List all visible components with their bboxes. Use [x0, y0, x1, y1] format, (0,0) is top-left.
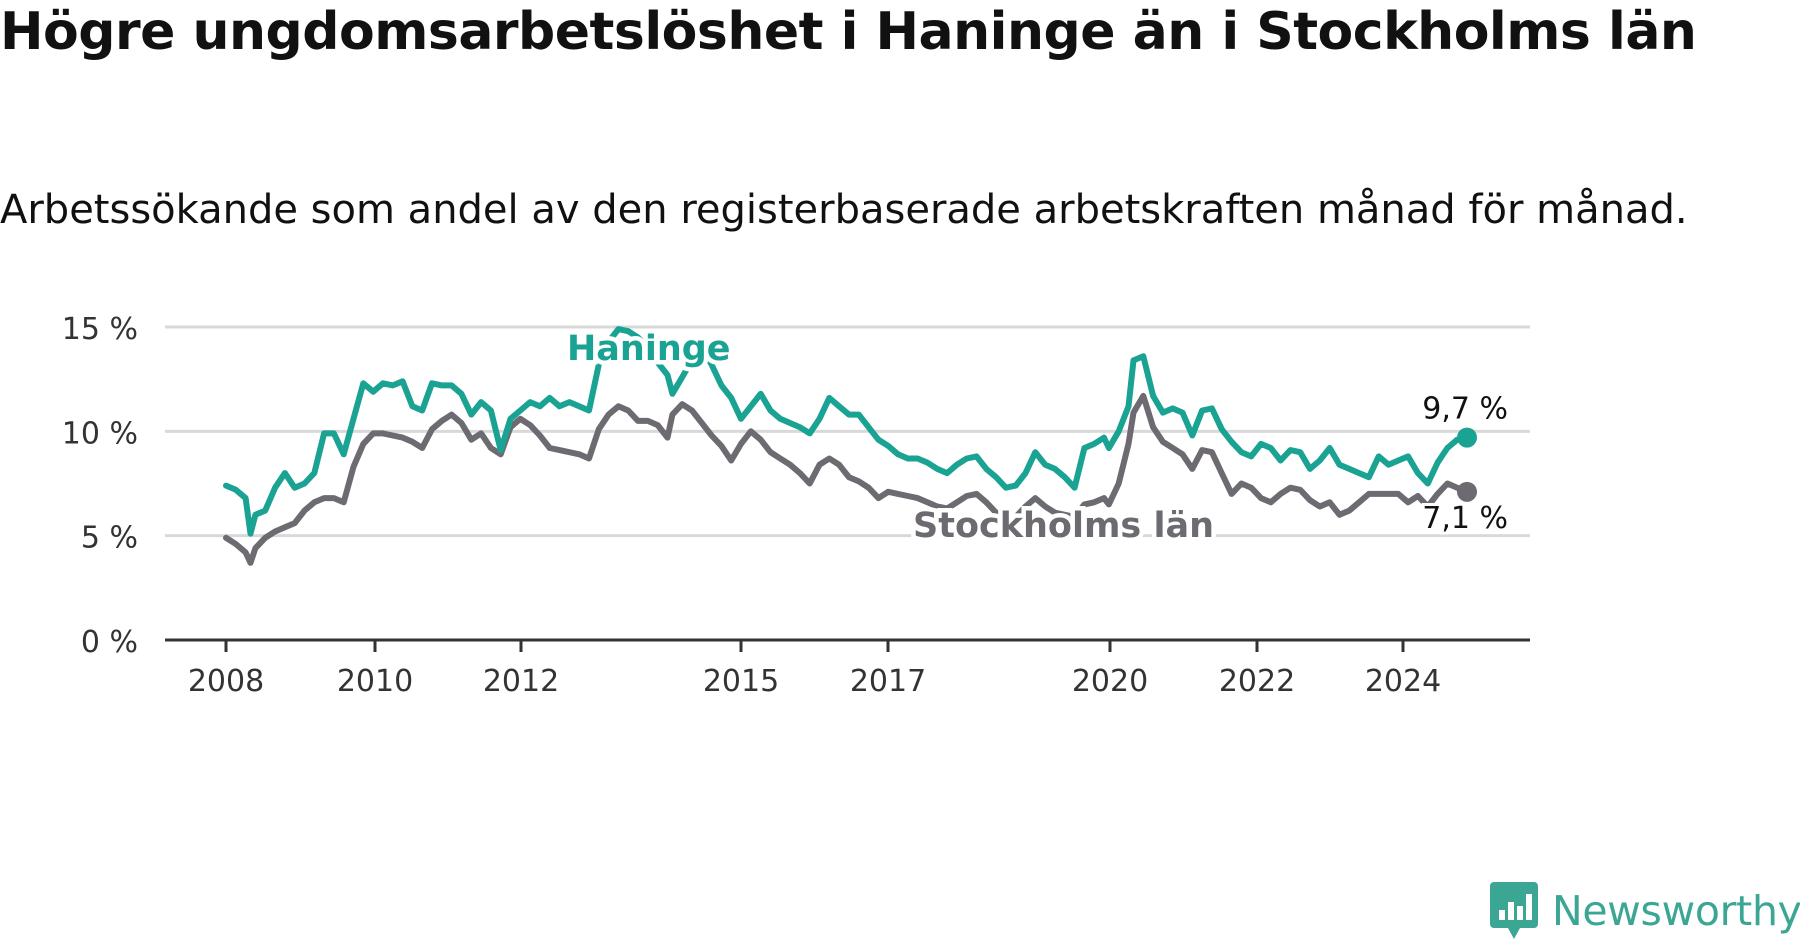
series-label-haninge: Haninge: [567, 329, 731, 369]
x-tick-label: 2024: [1365, 664, 1441, 699]
series-label-stockholm: Stockholms län: [913, 506, 1214, 546]
x-tick-label: 2010: [337, 664, 413, 699]
end-point-haninge: [1457, 427, 1477, 448]
series-line-stockholm: [223, 392, 1470, 566]
chart-subtitle: Arbetssökande som andel av den registerb…: [0, 187, 1688, 233]
newsworthy-logo: Newsworthy: [1490, 882, 1800, 940]
x-tick-label: 2017: [850, 664, 926, 699]
series-line-haninge: [223, 326, 1470, 537]
y-tick-label: 0 %: [81, 625, 138, 660]
y-tick-label: 15 %: [62, 312, 138, 347]
x-tick-label: 2012: [483, 664, 559, 699]
end-point-stockholm: [1457, 481, 1477, 502]
newsworthy-logo-icon: [1490, 882, 1538, 939]
x-axis: 2008 2010 2012 2015 2017 2020 2022 2024: [165, 638, 1530, 699]
y-tick-label: 10 %: [62, 416, 138, 451]
chart-title: Högre ungdomsarbetslöshet i Haninge än i…: [0, 2, 1697, 62]
y-tick-label: 5 %: [81, 521, 138, 556]
x-tick-label: 2020: [1072, 664, 1148, 699]
x-tick-label: 2008: [188, 664, 264, 699]
x-tick-label: 2015: [703, 664, 779, 699]
end-value-label-stockholm: 7,1 %: [1422, 501, 1508, 536]
brand-name: Newsworthy: [1552, 887, 1800, 935]
end-value-label-haninge: 9,7 %: [1422, 392, 1508, 427]
series-labels: 7,1 % 9,7 % Haninge Stockholms län: [563, 325, 1512, 551]
y-axis-ticks: 0 % 5 % 10 % 15 %: [62, 312, 138, 660]
gridlines: [165, 325, 1530, 538]
x-tick-label: 2022: [1219, 664, 1295, 699]
series-lines: [223, 326, 1477, 566]
